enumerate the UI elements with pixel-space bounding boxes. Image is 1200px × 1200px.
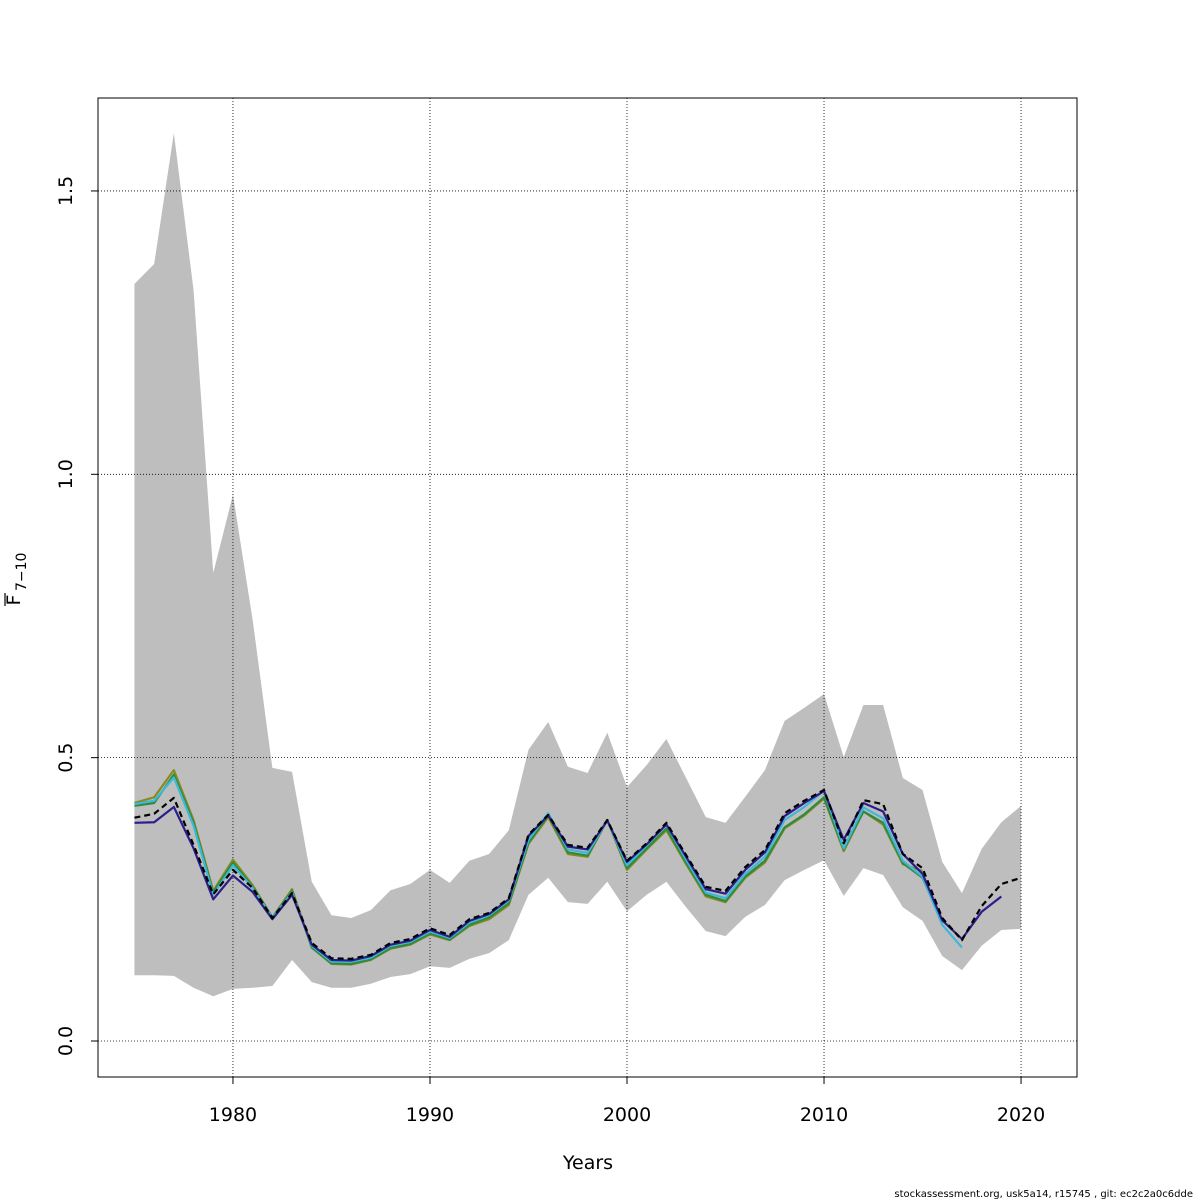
x-tick-label: 1980 xyxy=(209,1104,257,1126)
series-line xyxy=(134,788,1022,960)
y-tick-label: 0.5 xyxy=(55,743,77,773)
footer: stockassessment.org, usk5a14, r15745 , g… xyxy=(894,1189,1193,1200)
plot-frame xyxy=(97,97,1078,1078)
y-tick-label: 1.0 xyxy=(55,459,77,489)
y-axis-label-group: F 7−10 xyxy=(3,553,30,606)
x-tick-label: 1990 xyxy=(406,1104,454,1126)
x-tick-label: 2020 xyxy=(997,1104,1045,1126)
y-tick-label: 0.0 xyxy=(55,1026,77,1056)
confidence-band xyxy=(134,133,1022,997)
y-axis-label-subscript: 7−10 xyxy=(14,553,30,591)
x-tick-label: 2010 xyxy=(800,1104,848,1126)
y-axis-label: F xyxy=(3,595,25,606)
x-axis-label: Years xyxy=(562,1152,613,1174)
y-tick-label: 1.5 xyxy=(55,176,77,206)
x-tick-label: 2000 xyxy=(603,1104,651,1126)
